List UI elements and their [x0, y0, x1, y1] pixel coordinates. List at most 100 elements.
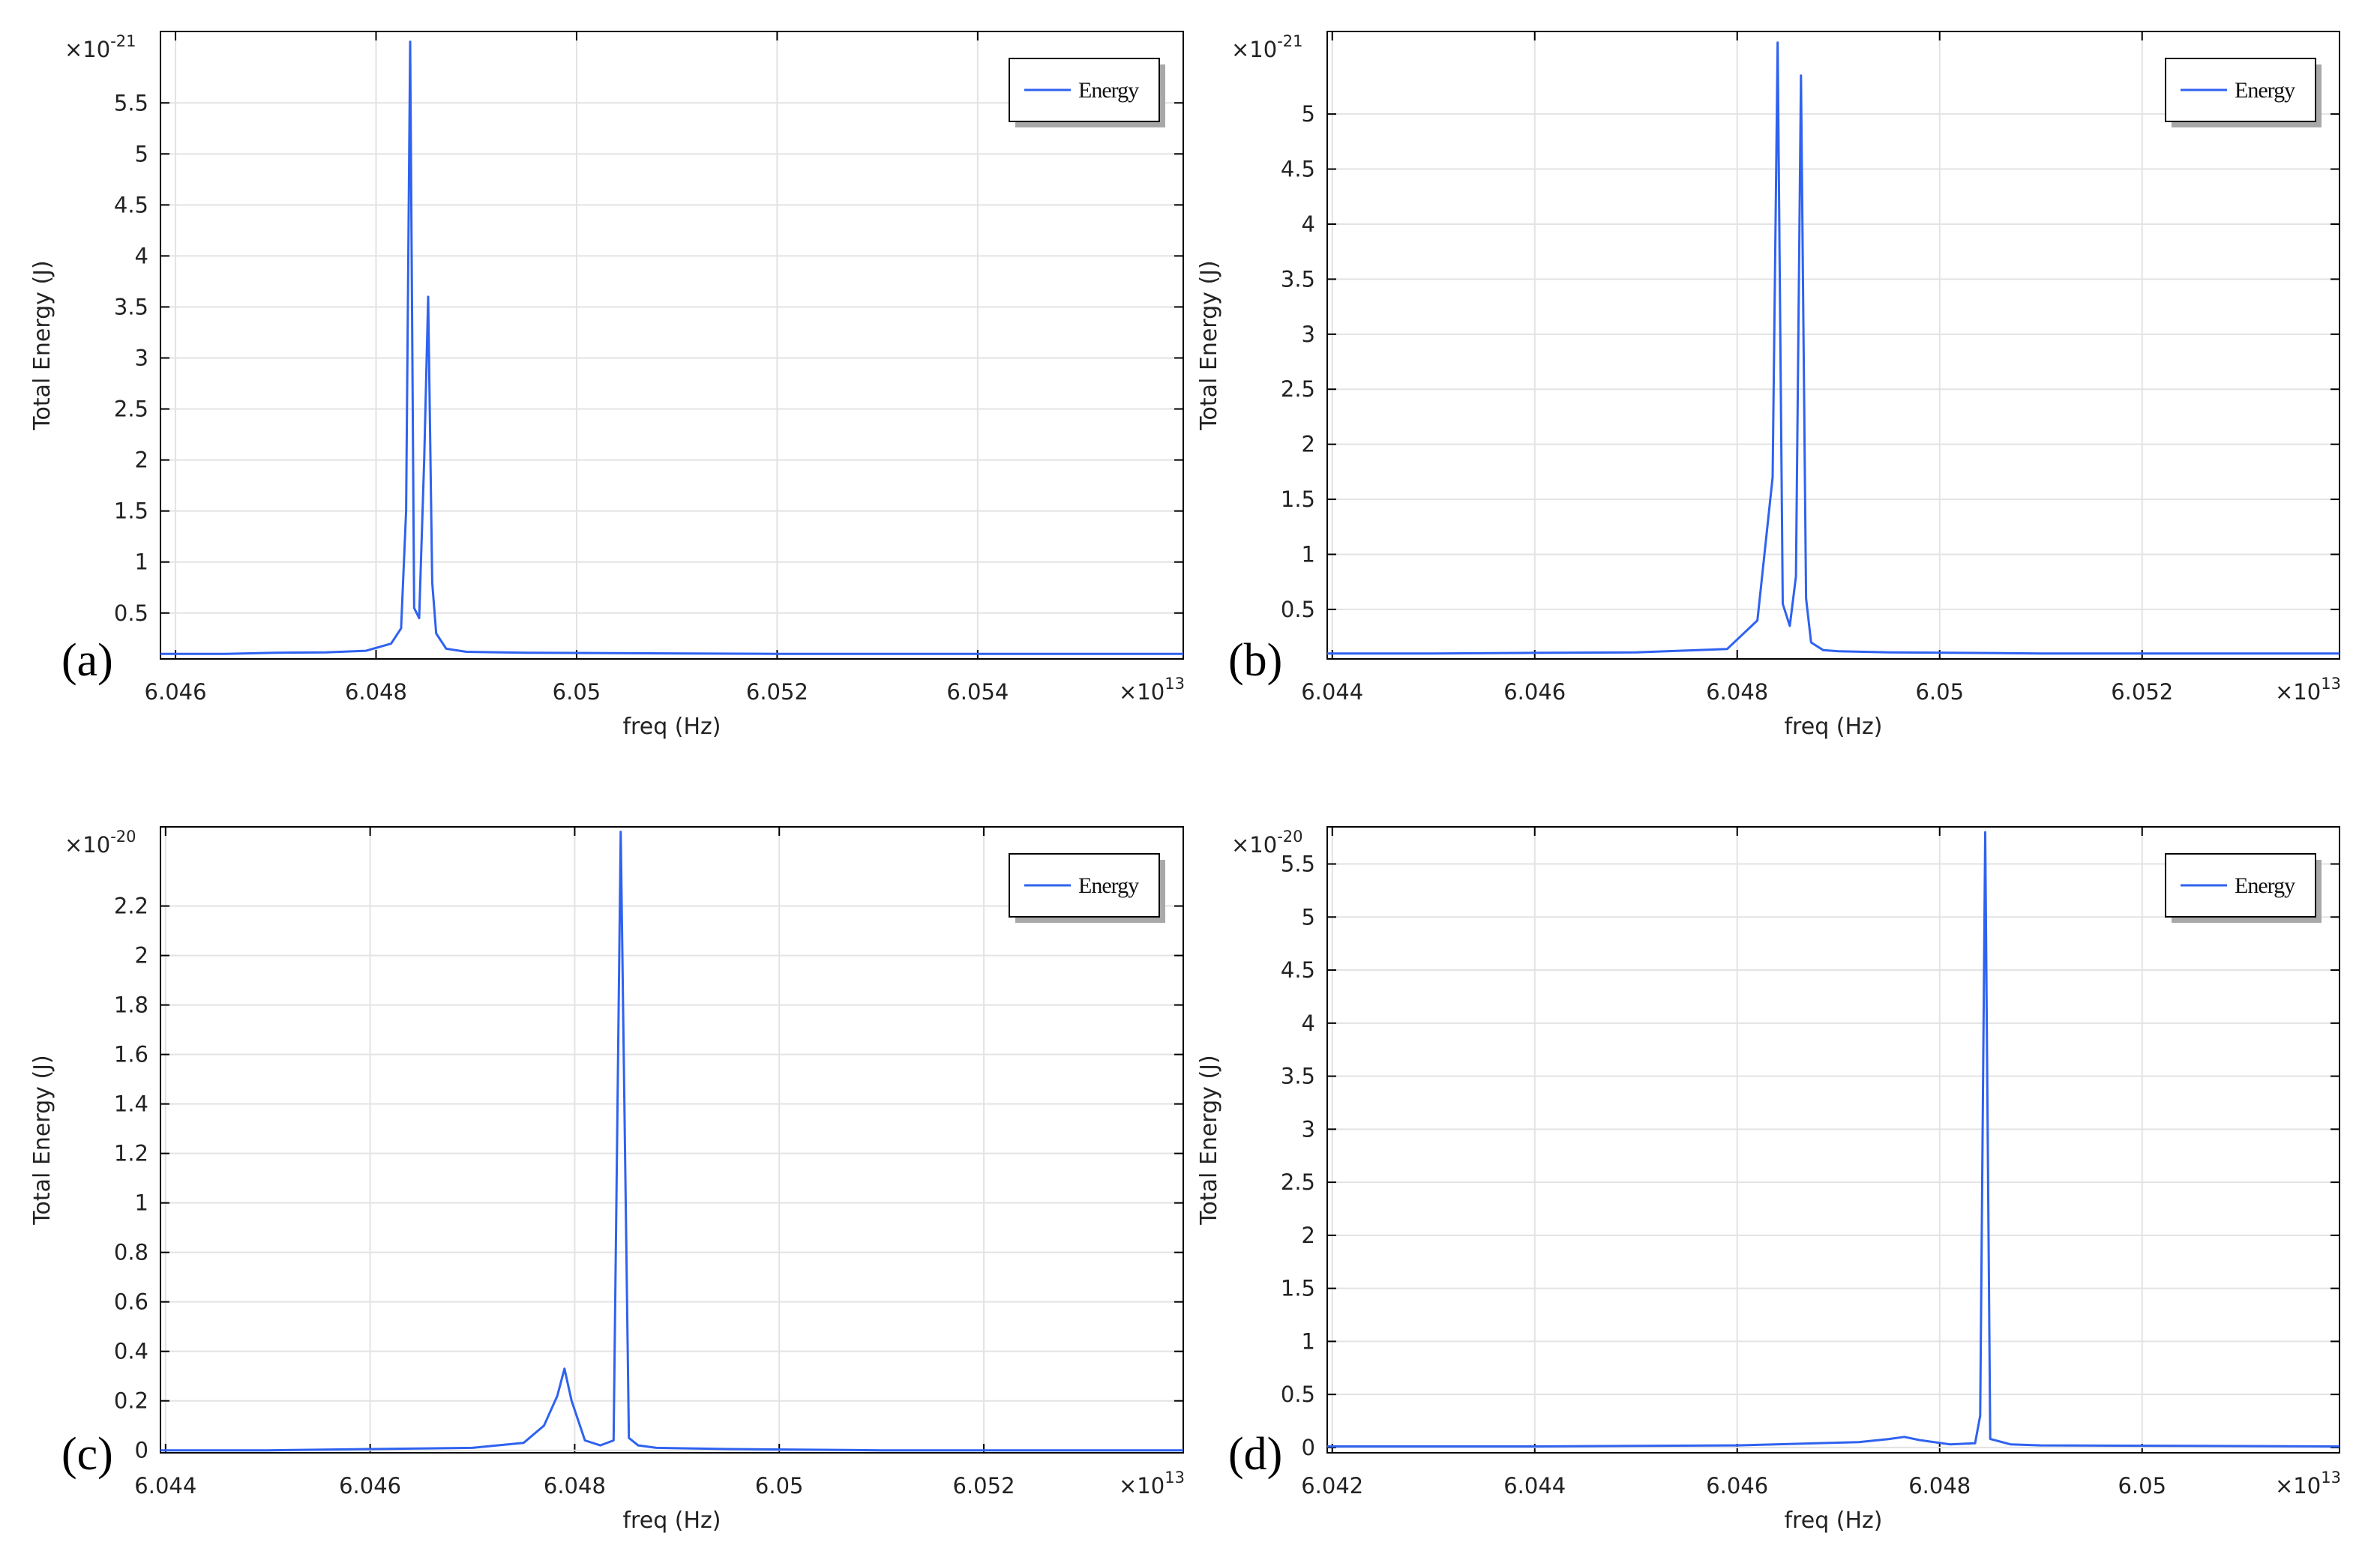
y-tick-label: 0.8: [114, 1240, 148, 1265]
y-tick-label: 4.5: [114, 192, 148, 217]
y-tick-label: 2.5: [114, 397, 148, 422]
y-tick-label: 2.2: [114, 894, 148, 919]
legend-label: Energy: [1078, 873, 1139, 898]
y-tick-label: 5.5: [1281, 852, 1315, 877]
y-tick-label: 0: [135, 1438, 148, 1463]
y-tick-label: 0.6: [114, 1289, 148, 1315]
x-tick-label: 6.048: [544, 1473, 606, 1499]
x-tick-label: 6.046: [1706, 1473, 1768, 1499]
plot-area: [160, 827, 1183, 1453]
x-tick-label: 6.048: [1908, 1473, 1971, 1499]
x-tick-label: 6.052: [746, 679, 808, 705]
y-tick-label: 4.5: [1281, 157, 1315, 182]
y-tick-label: 1.5: [114, 499, 148, 524]
x-axis-multiplier: ×1013: [1119, 675, 1185, 705]
x-tick-label: 6.05: [755, 1473, 804, 1499]
x-tick-label: 6.05: [2118, 1473, 2166, 1499]
y-tick-label: 2: [135, 943, 148, 969]
chart-panel-d: 6.042 6.044 6.046 6.048 6.05 0 0.5 1 1.5 2 2.5 3 3.5…: [1196, 826, 2341, 1534]
x-tick-label: 6.052: [953, 1473, 1015, 1499]
y-tick-label: 1: [1302, 542, 1315, 567]
x-tick-label: 6.052: [2111, 679, 2173, 705]
y-tick-label: 1.6: [114, 1042, 148, 1067]
panel-label: (c): [61, 1429, 113, 1480]
y-tick-label: 2: [1302, 432, 1315, 457]
y-tick-label: 5: [1302, 904, 1315, 930]
x-tick-label: 6.046: [339, 1473, 401, 1499]
y-axis-label: Total Energy (J): [29, 1055, 55, 1225]
y-tick-label: 0: [1302, 1435, 1315, 1460]
y-tick-label: 4.5: [1281, 957, 1315, 983]
y-tick-label: 2.5: [1281, 376, 1315, 402]
y-tick-label: 0.2: [114, 1388, 148, 1414]
y-axis-label: Total Energy (J): [1196, 260, 1222, 430]
legend: Energy: [2165, 58, 2322, 127]
x-tick-label: 6.044: [1301, 679, 1363, 705]
plot-frame: [160, 826, 1184, 1454]
y-tick-label: 1.2: [114, 1141, 148, 1166]
panel-label: (a): [61, 635, 113, 686]
legend: Energy: [1009, 853, 1165, 923]
energy-series-line: [1327, 41, 2340, 655]
y-tick-label: 1.8: [114, 993, 148, 1018]
x-tick-label: 6.044: [1503, 1473, 1566, 1499]
x-tick-label: 6.05: [1915, 679, 1964, 705]
x-axis-label: freq (Hz): [1785, 1508, 1883, 1534]
y-tick-label: 2: [1302, 1223, 1315, 1248]
y-tick-label: 1.5: [1281, 487, 1315, 512]
y-tick-label: 3.5: [1281, 1064, 1315, 1089]
y-tick-label: 2: [135, 448, 148, 473]
chart-panel-a: 6.046 6.048 6.05 6.052 6.054 0.5 1 1.5 2 2.5 3 3.5 4…: [29, 31, 1185, 740]
x-axis-label: freq (Hz): [623, 714, 721, 740]
legend: Energy: [2165, 853, 2322, 923]
y-tick-label: 3.5: [1281, 266, 1315, 292]
y-tick-label: 5: [135, 141, 148, 166]
legend-label: Energy: [1078, 78, 1139, 103]
y-tick-label: 3: [1302, 1116, 1315, 1142]
y-tick-label: 2.5: [1281, 1169, 1315, 1195]
x-tick-label: 6.054: [946, 679, 1009, 705]
x-tick-label: 6.044: [134, 1473, 196, 1499]
y-axis-multiplier: ×10-20: [64, 828, 136, 858]
y-tick-label: 1: [135, 1190, 148, 1216]
x-axis-multiplier: ×1013: [1119, 1469, 1185, 1499]
y-tick-label: 0.5: [1281, 597, 1315, 622]
y-tick-label: 3.5: [114, 294, 148, 319]
y-tick-label: 5: [1302, 101, 1315, 127]
legend: Energy: [1009, 58, 1165, 127]
y-tick-label: 4: [135, 243, 148, 268]
legend-label: Energy: [2235, 873, 2295, 898]
y-axis-label: Total Energy (J): [29, 260, 55, 430]
y-tick-label: 1.5: [1281, 1276, 1315, 1301]
y-tick-label: 1.4: [114, 1091, 148, 1117]
x-tick-label: 6.048: [345, 679, 407, 705]
plot-frame: [1326, 31, 2340, 660]
energy-series-line: [160, 40, 1183, 655]
y-tick-label: 1: [1302, 1328, 1315, 1354]
y-tick-label: 4: [1302, 1011, 1315, 1036]
energy-series-line: [1327, 831, 2340, 1448]
y-tick-label: 4: [1302, 211, 1315, 237]
chart-panel-b: 6.044 6.046 6.048 6.05 6.052 0.5 1 1.5 2 2.5 3 3.5 4…: [1196, 31, 2341, 740]
y-tick-label: 3: [1302, 322, 1315, 347]
y-tick-label: 0.5: [1281, 1382, 1315, 1407]
y-axis-multiplier: ×10-21: [1231, 32, 1303, 62]
y-axis-multiplier: ×10-21: [64, 32, 136, 62]
plot-frame: [1326, 826, 2340, 1454]
x-tick-label: 6.05: [553, 679, 601, 705]
x-tick-label: 6.042: [1301, 1473, 1363, 1499]
plot-area: [1327, 827, 2340, 1453]
y-tick-label: 1: [135, 549, 148, 575]
plot-area: [160, 31, 1183, 659]
x-axis-multiplier: ×1013: [2275, 675, 2341, 705]
chart-panel-c: 6.044 6.046 6.048 6.05 6.052 0 0.2 0.4 0.6 0.8 1 1.…: [29, 826, 1185, 1534]
x-tick-label: 6.048: [1706, 679, 1768, 705]
y-tick-label: 0.4: [114, 1339, 148, 1364]
legend-label: Energy: [2235, 78, 2295, 103]
x-tick-label: 6.046: [1503, 679, 1566, 705]
x-axis-label: freq (Hz): [623, 1508, 721, 1534]
plot-frame: [160, 31, 1184, 660]
energy-series-line: [160, 831, 1183, 1452]
y-axis-multiplier: ×10-20: [1231, 828, 1303, 858]
